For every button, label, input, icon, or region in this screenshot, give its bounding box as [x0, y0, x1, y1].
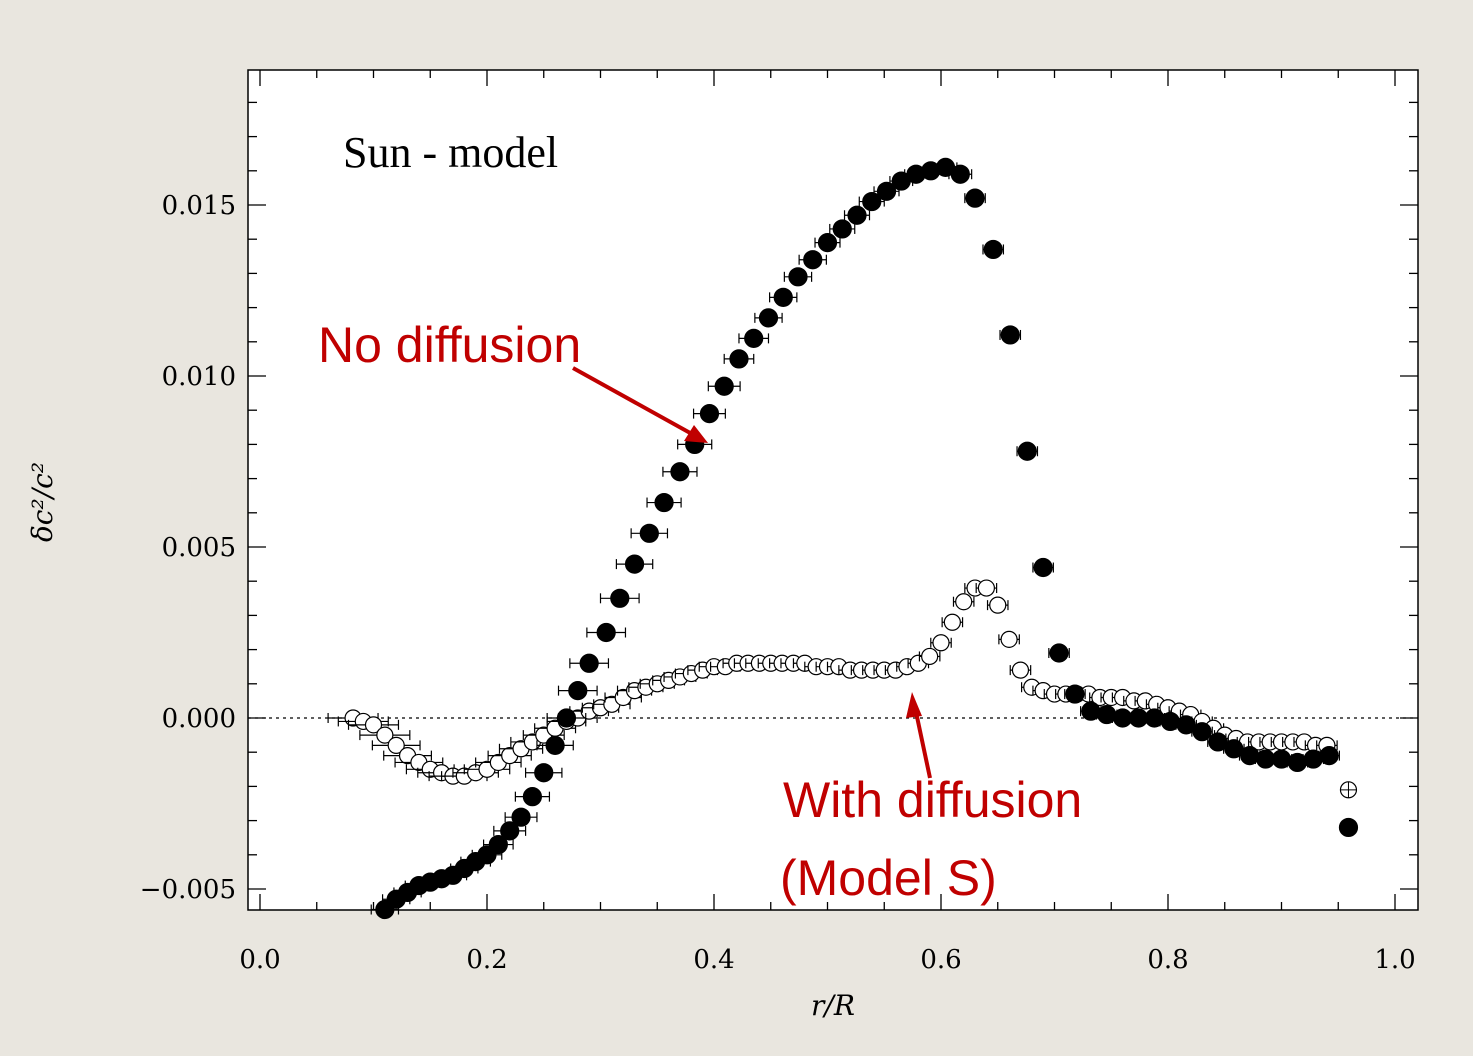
- data-point-filled: [639, 523, 659, 543]
- annotation-no-diffusion: No diffusion: [318, 317, 708, 443]
- data-point-filled: [534, 763, 554, 783]
- data-point-filled: [862, 191, 882, 212]
- data-point-filled: [1000, 325, 1020, 345]
- data-point-filled: [950, 164, 970, 184]
- data-point-filled: [983, 239, 1003, 260]
- data-point-filled: [803, 250, 823, 270]
- x-tick-label: 0.0: [239, 945, 280, 975]
- data-point-filled: [545, 735, 565, 755]
- annotation-with-diffusion-arrow: [914, 711, 932, 779]
- data-point-filled: [610, 588, 630, 608]
- data-point-filled: [1303, 749, 1323, 769]
- data-point-filled: [1271, 749, 1292, 769]
- data-point-filled: [488, 834, 508, 855]
- data-point-filled: [758, 308, 779, 328]
- data-point-filled: [817, 233, 838, 253]
- data-point-filled: [1160, 711, 1180, 732]
- data-point-filled: [1081, 701, 1101, 721]
- data-point-open: [1011, 661, 1030, 679]
- y-tick-label: 0.015: [162, 191, 236, 221]
- data-point-filled: [579, 653, 599, 673]
- data-point-open: [977, 579, 996, 597]
- data-point-open: [1000, 630, 1018, 648]
- data-point-filled: [1224, 739, 1244, 759]
- data-point-filled: [847, 205, 867, 225]
- data-point-open: [364, 716, 383, 734]
- x-tick-label: 1.0: [1374, 945, 1415, 975]
- data-point-filled: [965, 188, 985, 208]
- data-point-filled: [670, 462, 690, 482]
- x-tick-label: 0.2: [466, 945, 507, 975]
- y-tick-labels: −0.005 0.000 0.005 0.010 0.015: [140, 191, 236, 905]
- x-tick-label: 0.6: [920, 945, 961, 975]
- annotation-with-diffusion: With diffusion (Model S): [780, 692, 1082, 906]
- data-point-filled: [729, 349, 749, 369]
- data-point-filled: [1208, 732, 1228, 752]
- data-point-filled: [624, 554, 645, 574]
- data-point-open: [376, 726, 394, 744]
- data-point-open: [955, 593, 973, 611]
- series-no-diffusion: [370, 157, 1359, 920]
- data-point-open: [921, 647, 939, 666]
- annotation-no-diffusion-label: No diffusion: [318, 317, 581, 373]
- y-tick-label: 0.005: [162, 533, 236, 563]
- x-tick-label: 0.8: [1147, 945, 1188, 975]
- data-point-filled: [1240, 746, 1260, 766]
- data-point-filled: [654, 492, 674, 513]
- data-point-filled: [568, 681, 588, 701]
- data-point-filled: [1192, 722, 1212, 742]
- data-point-open: [387, 736, 405, 754]
- data-point-open: [932, 634, 950, 652]
- data-point-filled: [511, 807, 531, 827]
- x-tick-label: 0.4: [693, 945, 734, 975]
- data-point-filled: [500, 821, 520, 841]
- annotation-with-diffusion-sublabel: (Model S): [780, 850, 997, 906]
- data-point-open: [943, 613, 961, 631]
- data-point-filled: [556, 708, 577, 728]
- data-point-filled: [788, 267, 808, 287]
- x-axis-label: r/R: [811, 989, 855, 1022]
- y-tick-label: 0.000: [162, 704, 236, 734]
- y-tick-label: −0.005: [140, 875, 236, 905]
- data-point-filled: [522, 787, 543, 807]
- data-point-filled: [1338, 817, 1359, 838]
- annotation-no-diffusion-arrowhead: [684, 425, 708, 443]
- data-point-filled: [596, 622, 616, 643]
- data-point-filled: [1033, 557, 1053, 578]
- data-point-open: [989, 596, 1007, 614]
- inset-title: Sun - model: [343, 128, 558, 177]
- data-point-filled: [1144, 708, 1164, 728]
- data-point-filled: [1319, 746, 1339, 766]
- data-point-filled: [1049, 643, 1069, 663]
- data-point-filled: [1176, 715, 1196, 735]
- y-axis-label: δc²/c²: [26, 462, 59, 542]
- data-point-filled: [832, 219, 852, 239]
- data-point-filled: [1287, 752, 1307, 773]
- x-tick-labels: 0.0 0.2 0.4 0.6 0.8 1.0: [239, 945, 1415, 975]
- data-point-filled: [876, 181, 897, 201]
- annotation-no-diffusion-arrow: [572, 366, 693, 436]
- data-point-filled: [699, 404, 720, 424]
- data-point-filled: [744, 328, 764, 348]
- annotation-with-diffusion-label: With diffusion: [783, 772, 1082, 828]
- data-point-filled: [1097, 704, 1117, 725]
- y-tick-label: 0.010: [162, 362, 236, 392]
- data-point-filled: [1017, 441, 1037, 461]
- annotation-with-diffusion-arrowhead: [906, 692, 922, 718]
- data-point-filled: [1065, 684, 1085, 704]
- data-point-filled: [773, 287, 793, 307]
- data-point-filled: [714, 376, 734, 396]
